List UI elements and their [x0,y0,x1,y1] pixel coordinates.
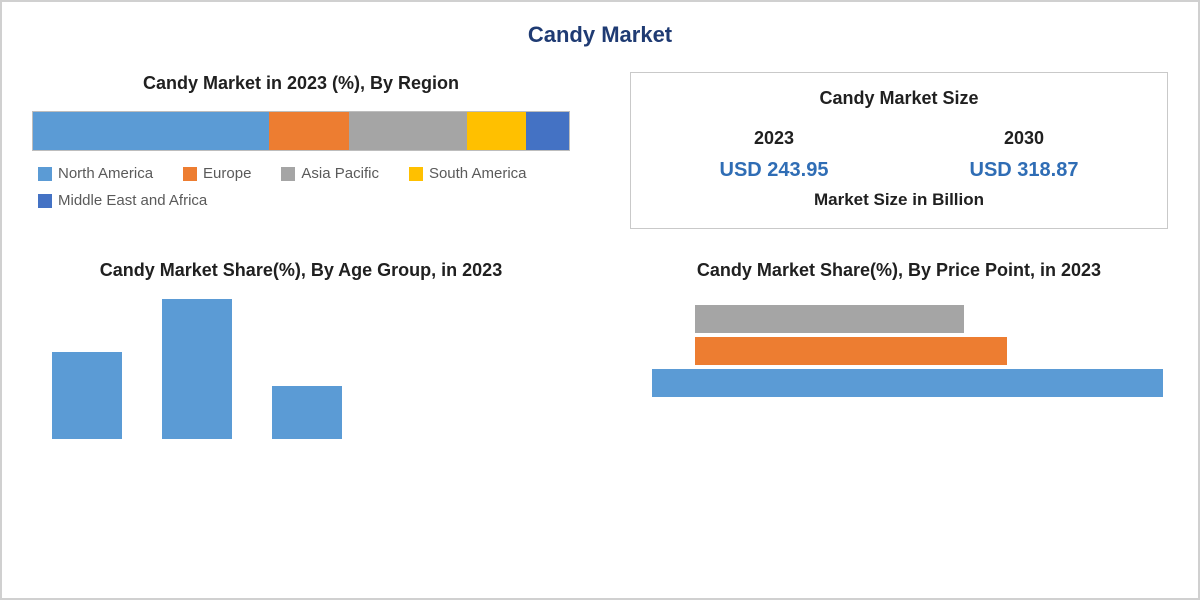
legend-swatch [409,167,423,181]
price-panel: Candy Market Share(%), By Price Point, i… [630,259,1168,438]
region-panel: Candy Market in 2023 (%), By Region Nort… [32,72,570,229]
legend-swatch [183,167,197,181]
size-unit-label: Market Size in Billion [649,190,1149,210]
size-value: USD 243.95 [720,159,829,182]
size-column: 2023 USD 243.95 [720,128,829,182]
size-column: 2030 USD 318.87 [970,128,1079,182]
region-segment [526,112,569,150]
size-title: Candy Market Size [649,87,1149,110]
legend-label: South America [429,165,527,182]
size-columns: 2023 USD 243.95 2030 USD 318.87 [649,128,1149,182]
market-size-box: Candy Market Size 2023 USD 243.95 2030 USD … [630,72,1168,229]
legend-swatch [281,167,295,181]
legend-swatch [38,167,52,181]
region-segment [349,112,467,150]
region-stacked-bar [32,111,570,151]
legend-label: Middle East and Africa [58,192,207,209]
price-title: Candy Market Share(%), By Price Point, i… [630,259,1168,282]
legend-item: Middle East and Africa [38,192,207,209]
price-bar [652,369,1163,397]
age-bar [52,352,122,439]
legend-label: North America [58,165,153,182]
main-title: Candy Market [32,22,1168,48]
region-segment [467,112,526,150]
region-title: Candy Market in 2023 (%), By Region [32,72,570,95]
legend-label: Europe [203,165,251,182]
legend-item: Europe [183,165,251,182]
price-bar [695,305,964,333]
size-year: 2030 [970,128,1079,149]
age-panel: Candy Market Share(%), By Age Group, in … [32,259,570,438]
legend-item: North America [38,165,153,182]
legend-item: Asia Pacific [281,165,379,182]
legend-label: Asia Pacific [301,165,379,182]
price-bar-area [630,299,1168,419]
age-bar [272,386,342,439]
age-bar-area [32,299,570,439]
size-year: 2023 [720,128,829,149]
age-title: Candy Market Share(%), By Age Group, in … [32,259,570,282]
price-bar [695,337,1007,365]
size-value: USD 318.87 [970,159,1079,182]
region-legend: North America Europe Asia Pacific South Ame… [32,157,570,217]
legend-swatch [38,194,52,208]
age-bar [162,299,232,439]
charts-grid: Candy Market in 2023 (%), By Region Nort… [32,72,1168,439]
region-segment [33,112,269,150]
legend-item: South America [409,165,527,182]
region-segment [269,112,349,150]
